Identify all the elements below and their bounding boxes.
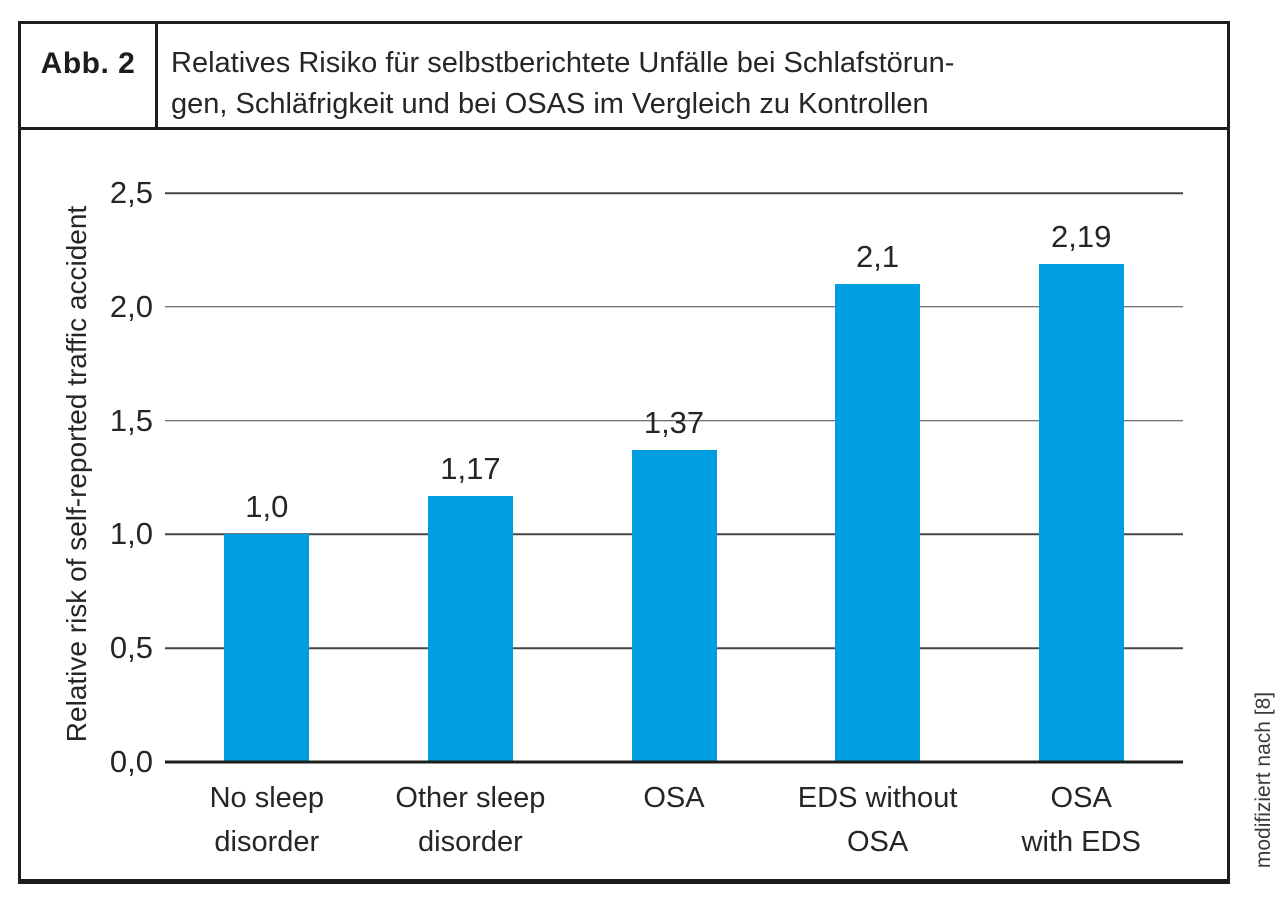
y-tick-label: 0,0 [109,744,153,779]
bar-chart: Relative risk of self-reported traffic a… [21,130,1227,879]
x-axis-line [165,760,1183,764]
bar-value-label: 1,17 [440,450,501,486]
figure-label-cell: Abb. 2 [21,24,158,127]
y-tick-label: 2,0 [109,288,153,324]
figure-title-line-2: gen, Schläfrigkeit und bei OSAS im Vergl… [171,88,929,120]
bar-1 [224,534,310,762]
bar-5 [1038,263,1124,762]
x-category-label: OSA with EDS [1021,782,1141,858]
x-category-label: Other sleep disorder [395,782,546,858]
figure-label: Abb. 2 [40,47,136,80]
bar-value-label: 1,37 [643,405,705,441]
y-tick-label: 1,5 [109,402,153,438]
figure-header: Abb. 2 Relatives Risiko für selbstberich… [21,24,1227,130]
x-category-label: No sleep disorder [209,782,325,858]
bar-value-label: 2,1 [856,239,900,275]
bar-value-label: 1,0 [245,489,289,525]
gridline [165,306,1183,308]
figure-title: Relatives Risiko für selbstberichtete Un… [158,24,1227,127]
source-credit: modifiziert nach [8] [1252,691,1275,869]
y-tick-label: 2,5 [109,175,153,210]
gridline [165,192,1183,194]
bar-2 [427,495,513,762]
x-category-label: OSA [643,782,705,814]
y-tick-label: 0,5 [109,630,153,666]
figure-title-line-1: Relatives Risiko für selbstberichtete Un… [171,47,955,79]
gridline [165,419,1183,422]
bar-value-label: 2,19 [1051,218,1112,254]
figure-box: Abb. 2 Relatives Risiko für selbstberich… [18,21,1230,884]
bar-4 [835,284,921,762]
x-category-label: EDS without OSA [797,782,958,858]
bar-3 [631,450,717,762]
y-tick-label: 1,0 [109,516,153,552]
